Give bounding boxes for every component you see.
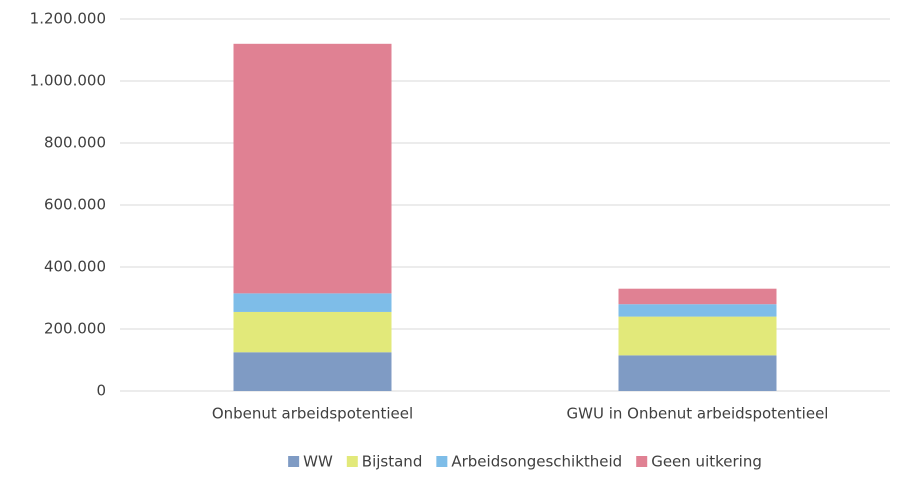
bar-segment [233, 352, 392, 391]
bar-segment [618, 355, 777, 391]
legend-label: WW [303, 453, 333, 471]
bar-segment [233, 293, 392, 312]
y-tick-label: 800.000 [44, 134, 106, 152]
legend-swatch [636, 456, 648, 467]
y-tick-label: 200.000 [44, 320, 106, 338]
y-tick-label: 0 [96, 382, 106, 400]
bar-segment [618, 316, 777, 356]
legend-swatch [436, 456, 448, 467]
legend-swatch [288, 456, 300, 467]
legend-swatch [346, 456, 358, 467]
bar-segment [618, 304, 777, 317]
legend-label: Geen uitkering [651, 453, 762, 471]
bar-segment [233, 311, 392, 353]
legend-label: Arbeidsongeschiktheid [451, 453, 622, 471]
x-tick-label: GWU in Onbenut arbeidspotentieel [567, 405, 829, 423]
x-tick-label: Onbenut arbeidspotentieel [212, 405, 413, 423]
legend-label: Bijstand [362, 453, 423, 471]
y-tick-label: 1.200.000 [30, 10, 106, 28]
y-tick-label: 1.000.000 [30, 72, 106, 90]
y-tick-label: 600.000 [44, 196, 106, 214]
bar-segment [618, 288, 777, 305]
y-tick-label: 400.000 [44, 258, 106, 276]
bar-segment [233, 43, 392, 294]
